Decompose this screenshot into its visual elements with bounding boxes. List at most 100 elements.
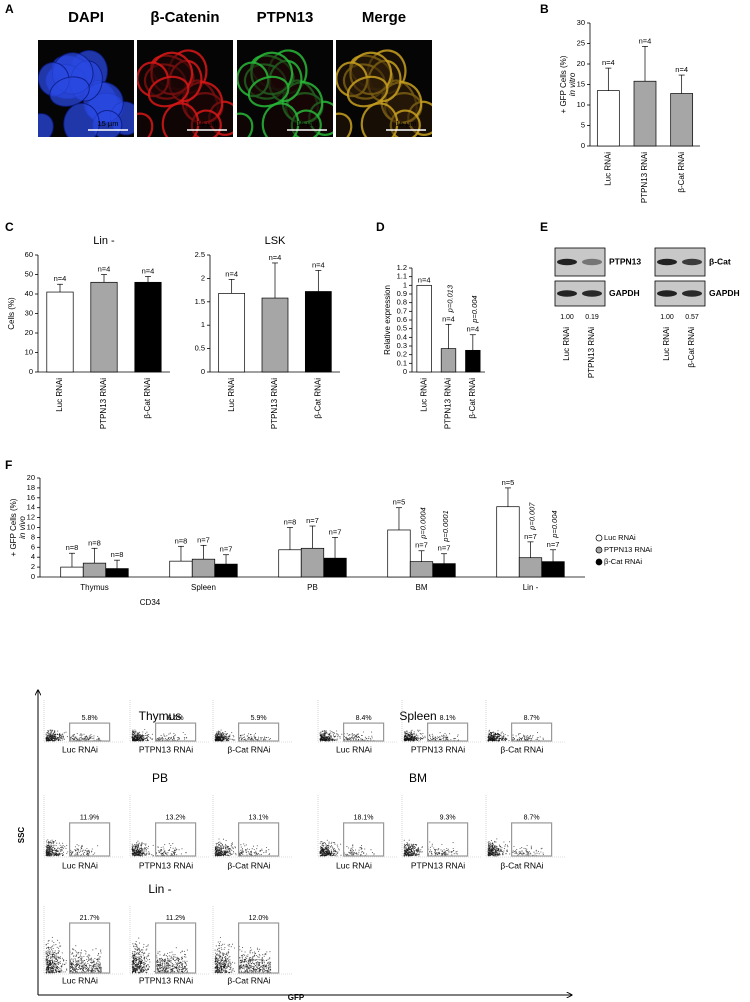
dot [508, 740, 510, 742]
dot [491, 843, 493, 845]
gate [511, 822, 553, 857]
dot [430, 852, 433, 854]
dot [326, 846, 328, 848]
dot [94, 966, 96, 968]
dot [141, 739, 143, 741]
dot [58, 736, 60, 739]
dot [319, 735, 322, 737]
dot [525, 735, 527, 737]
dot [58, 962, 60, 964]
dot [255, 852, 258, 854]
dot [350, 852, 352, 854]
dot [73, 734, 75, 736]
dot [62, 854, 64, 856]
gate-percent: 18.1% [354, 815, 374, 822]
dot [140, 852, 142, 854]
micrograph [336, 40, 432, 137]
dot [72, 958, 74, 960]
dot [436, 852, 438, 854]
group-title: PB [152, 771, 168, 785]
dot [540, 848, 542, 850]
dot [243, 739, 245, 741]
dot [59, 957, 61, 959]
dot [495, 841, 497, 843]
dot [72, 948, 74, 950]
dot [147, 853, 149, 855]
dot [74, 958, 76, 960]
y-tick-label: 20 [27, 473, 35, 482]
dot [437, 849, 439, 851]
panel-label: D [376, 220, 385, 234]
dot [431, 851, 433, 853]
dot [138, 734, 140, 736]
y-tick-label: 25 [577, 38, 585, 47]
dot [66, 968, 68, 970]
dot [47, 854, 49, 856]
dot [526, 852, 528, 854]
dot [226, 733, 228, 735]
gate-percent: 8.1% [440, 715, 456, 722]
dot [331, 731, 333, 733]
dot [225, 845, 227, 847]
gate [155, 722, 197, 742]
x-tick-label: PTPN13 RNAi [99, 378, 108, 429]
dot [175, 850, 177, 852]
dot [410, 851, 412, 853]
dot [449, 733, 451, 735]
dot [538, 853, 540, 855]
dot [181, 848, 183, 850]
dot [326, 847, 328, 849]
dot [136, 847, 138, 849]
dot [528, 851, 530, 853]
dot [144, 848, 146, 850]
dot [331, 844, 333, 847]
dot [215, 844, 217, 846]
dot [333, 849, 335, 851]
dot [81, 965, 83, 967]
n-label: n=4 [675, 65, 688, 74]
n-label: n=4 [466, 325, 479, 334]
dot [141, 850, 143, 852]
dot [54, 738, 56, 740]
dot [49, 729, 51, 731]
dot [414, 843, 416, 846]
dot [86, 737, 88, 739]
dot [182, 731, 184, 734]
dot [46, 847, 48, 849]
dot [348, 847, 350, 849]
dot [523, 735, 525, 737]
gate [511, 722, 553, 742]
dot [222, 852, 224, 854]
n-label: n=4 [312, 260, 325, 269]
dot [245, 848, 247, 851]
dot [133, 735, 135, 737]
dot [241, 852, 243, 854]
dot [502, 740, 504, 742]
y-axis-note: in vitro [568, 72, 577, 96]
cell [63, 102, 100, 137]
dot [415, 850, 417, 852]
dot [62, 847, 65, 849]
dot [131, 853, 133, 855]
dot [46, 844, 48, 846]
bar [633, 80, 657, 147]
dot [409, 849, 411, 851]
dot [143, 739, 145, 741]
dot [513, 845, 515, 848]
dot [173, 737, 175, 739]
dot [356, 733, 358, 735]
dot [49, 849, 52, 851]
dot [97, 735, 99, 737]
dot [220, 732, 222, 734]
dot [61, 847, 63, 849]
dot [329, 735, 332, 737]
dot [361, 850, 364, 853]
dot [334, 853, 336, 855]
dot [322, 733, 324, 735]
plot-label: Luc RNAi [336, 744, 372, 754]
dot [45, 734, 47, 736]
dot [185, 851, 187, 854]
bar [416, 284, 432, 373]
band-label: β-Cat [709, 256, 731, 266]
y-tick-label: 30 [25, 308, 33, 317]
